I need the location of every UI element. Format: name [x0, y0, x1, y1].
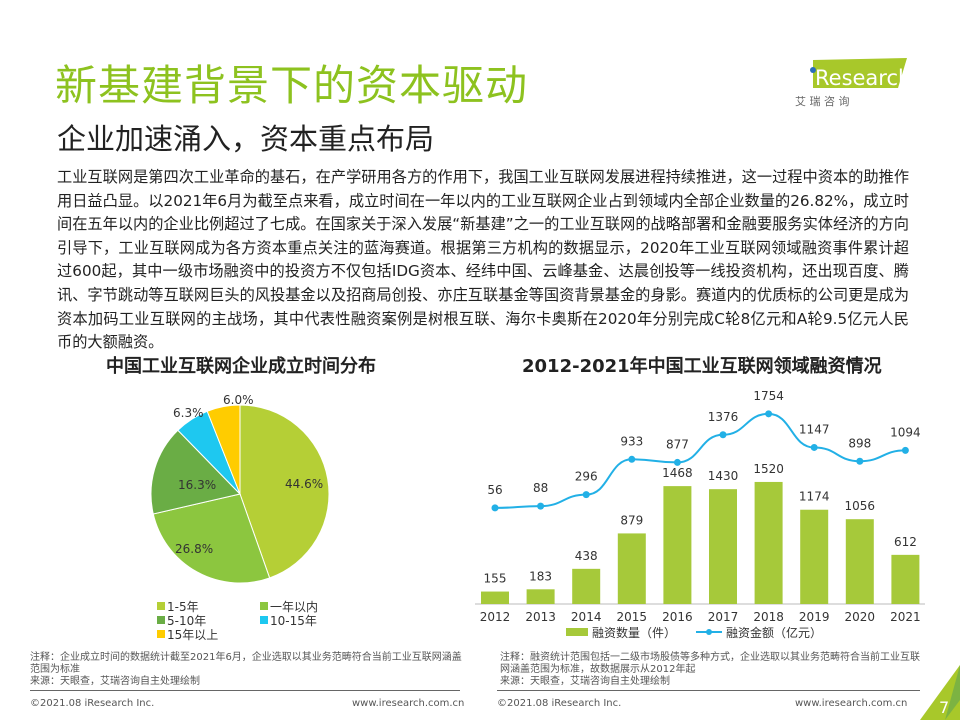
iresearch-logo: Research 艾 瑞 咨 询: [795, 48, 920, 108]
bar-label: 1520: [753, 462, 784, 476]
bar-line-chart: 155 2012 183 2013 438 2014 879 2015 1468 2016 1430…: [475, 389, 925, 640]
legend-label: 1-5年: [167, 600, 199, 614]
line-point: [765, 410, 773, 418]
line-point: [856, 457, 864, 465]
legend-swatch: [260, 616, 268, 624]
x-tick-label: 2012: [480, 610, 511, 624]
bar: [800, 509, 829, 604]
svg-text:艾 瑞 咨 询: 艾 瑞 咨 询: [795, 94, 850, 108]
bar: [845, 519, 874, 604]
bar: [572, 568, 601, 604]
copyright-left: ©2021.08 iResearch Inc.: [30, 698, 155, 709]
bar-label: 183: [529, 569, 552, 583]
line-series: [494, 412, 906, 509]
pie-chart-title: 中国工业互联网企业成立时间分布: [106, 356, 376, 377]
legend-swatch: [157, 602, 165, 610]
x-tick-label: 2018: [753, 610, 784, 624]
line-label: 56: [487, 483, 502, 497]
pie-slice-label: 16.3%: [178, 478, 216, 492]
right-source: 来源：天眼查，艾瑞咨询自主处理绘制: [500, 676, 670, 687]
right-note: 注释：融资统计范围包括一二级市场股债等多种方式，企业选取以其业务范畴符合当前工业…: [500, 652, 920, 675]
bar: [481, 591, 509, 604]
svg-text:Research: Research: [815, 66, 911, 90]
bar: [754, 481, 783, 604]
bar-label: 1174: [799, 490, 830, 504]
line-label: 898: [848, 436, 871, 450]
x-tick-label: 2013: [525, 610, 556, 624]
bar-label: 1468: [662, 466, 693, 480]
legend-swatch: [260, 602, 268, 610]
line-point: [537, 502, 545, 510]
line-point: [582, 491, 590, 499]
legend-swatch: [157, 630, 165, 638]
bar-label: 438: [575, 549, 598, 563]
legend-swatch-bar: [566, 628, 588, 636]
x-tick-label: 2021: [890, 610, 921, 624]
bar: [709, 489, 737, 604]
bar-label: 612: [894, 535, 917, 549]
pie-slice-label: 6.3%: [173, 406, 204, 420]
corner-decoration: 7: [920, 665, 960, 720]
line-point: [673, 458, 681, 466]
page-number: 7: [939, 698, 949, 717]
pie-slice-label: 26.8%: [175, 542, 213, 556]
url-right[interactable]: www.iresearch.com.cn: [795, 698, 908, 709]
x-tick-label: 2016: [662, 610, 693, 624]
x-tick-label: 2020: [845, 610, 876, 624]
left-source: 来源：天眼查，艾瑞咨询自主处理绘制: [30, 676, 200, 687]
bar-label: 1430: [708, 469, 739, 483]
line-label: 1754: [753, 389, 784, 403]
line-label: 1376: [708, 410, 739, 424]
bar: [663, 486, 692, 604]
bar: [526, 589, 555, 604]
left-note: 注释：企业成立时间的数据统计截至2021年6月，企业选取以其业务范畴符合当前工业…: [30, 652, 462, 675]
pie-chart: 44.6% 1-5年 26.8% 一年以内 16.3% 5-10年 6.3% 10-15年 6.…: [150, 393, 330, 642]
line-point: [901, 446, 909, 454]
line-point: [810, 443, 818, 451]
legend-label: 5-10年: [167, 614, 206, 628]
line-label: 877: [666, 437, 689, 451]
bar-label: 155: [484, 572, 507, 586]
bar-label: 1056: [845, 499, 876, 513]
line-label: 1094: [890, 425, 921, 439]
x-tick-label: 2019: [799, 610, 830, 624]
line-label: 1147: [799, 422, 830, 436]
x-tick-label: 2017: [708, 610, 739, 624]
url-left[interactable]: www.iresearch.com.cn: [352, 698, 465, 709]
legend-label: 一年以内: [270, 600, 318, 614]
line-label: 88: [533, 481, 548, 495]
legend-label: 15年以上: [167, 628, 218, 642]
pie-slice-label: 6.0%: [223, 393, 254, 407]
pie-slice: [206, 404, 241, 495]
pie-slice: [150, 429, 241, 515]
line-label: 296: [575, 470, 598, 484]
line-point: [628, 455, 636, 463]
legend-label-bar: 融资数量（件）: [592, 625, 676, 640]
legend-label: 10-15年: [270, 614, 317, 628]
page-title: 新基建背景下的资本驱动: [55, 61, 529, 110]
bar-label: 879: [620, 513, 643, 527]
legend-label-line: 融资金额（亿元）: [726, 625, 822, 640]
pie-slice: [239, 404, 330, 579]
bar-chart-title: 2012-2021年中国工业互联网领域融资情况: [522, 356, 882, 377]
line-label: 933: [620, 434, 643, 448]
copyright-right: ©2021.08 iResearch Inc.: [497, 698, 622, 709]
line-point: [491, 504, 499, 512]
x-tick-label: 2015: [617, 610, 648, 624]
legend-swatch: [157, 616, 165, 624]
x-tick-label: 2014: [571, 610, 602, 624]
legend-marker: [706, 629, 712, 635]
line-point: [719, 431, 727, 439]
pie-slice-label: 44.6%: [285, 477, 323, 491]
pie-slice: [152, 493, 271, 584]
body-paragraph: 工业互联网是第四次工业革命的基石，在产学研用各方的作用下，我国工业互联网发展进程…: [57, 168, 909, 352]
bar: [891, 554, 920, 604]
bar: [617, 533, 646, 604]
page-subtitle: 企业加速涌入，资本重点布局: [57, 122, 435, 156]
